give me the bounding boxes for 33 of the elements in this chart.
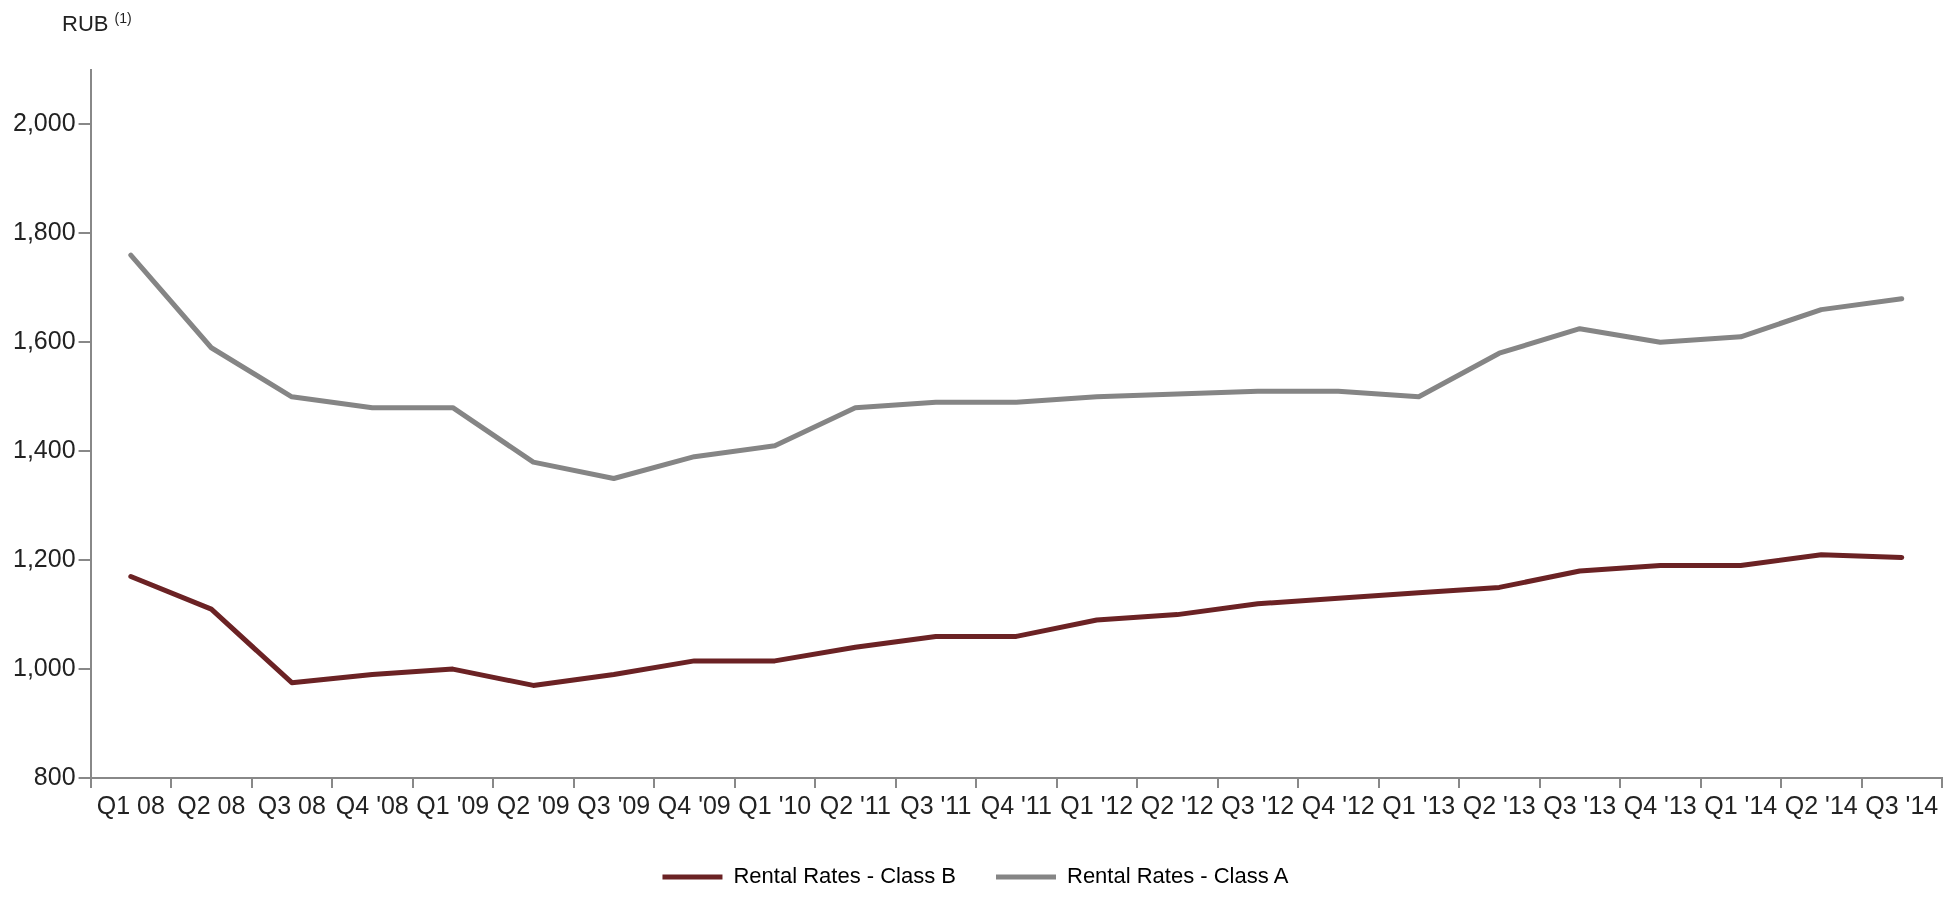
x-tick-label: Q4 '08: [335, 790, 409, 819]
x-tick-label: Q1 08: [96, 790, 165, 819]
x-tick-label: Q4 '11: [980, 790, 1052, 819]
x-tick-label: Q1 '12: [1060, 790, 1134, 819]
x-tick-label: Q2 '14: [1784, 790, 1858, 819]
legend-label: Rental Rates - Class A: [1067, 863, 1289, 889]
legend-label: Rental Rates - Class B: [733, 863, 957, 889]
x-tick-label: Q4 '09: [657, 790, 731, 819]
y-tick-label: 1,800: [13, 217, 76, 246]
y-tick-label: 1,000: [13, 652, 76, 681]
x-tick-label: Q2 '12: [1140, 790, 1214, 819]
x-tick-label: Q1 '10: [738, 790, 812, 819]
x-tick-label: Q3 '12: [1221, 790, 1295, 819]
y-tick-label: 2,000: [13, 108, 76, 137]
x-tick-label: Q1 '09: [416, 790, 490, 819]
y-tick-label: 1,600: [13, 326, 76, 355]
x-tick-label: Q1 '13: [1382, 790, 1456, 819]
y-tick-label: 1,200: [13, 544, 76, 573]
x-tick-label: Q3 '13: [1543, 790, 1617, 819]
x-tick-label: Q3 '14: [1865, 790, 1939, 819]
x-tick-label: Q4 '13: [1623, 790, 1697, 819]
x-tick-label: Q3 08: [257, 790, 326, 819]
x-tick-label: Q4 '12: [1301, 790, 1375, 819]
y-axis-title: RUB $^{(1)}$: [62, 10, 132, 38]
x-tick-label: Q2 '09: [496, 790, 570, 819]
y-tick-label: 800: [33, 761, 76, 790]
y-tick-label: 1,400: [13, 435, 76, 464]
x-tick-label: Q2 '13: [1462, 790, 1536, 819]
x-tick-label: Q2 08: [177, 790, 246, 819]
x-tick-label: Q3 '11: [900, 790, 972, 819]
x-tick-label: Q3 '09: [577, 790, 651, 819]
x-tick-label: Q2 '11: [819, 790, 891, 819]
x-tick-label: Q1 '14: [1704, 790, 1778, 819]
